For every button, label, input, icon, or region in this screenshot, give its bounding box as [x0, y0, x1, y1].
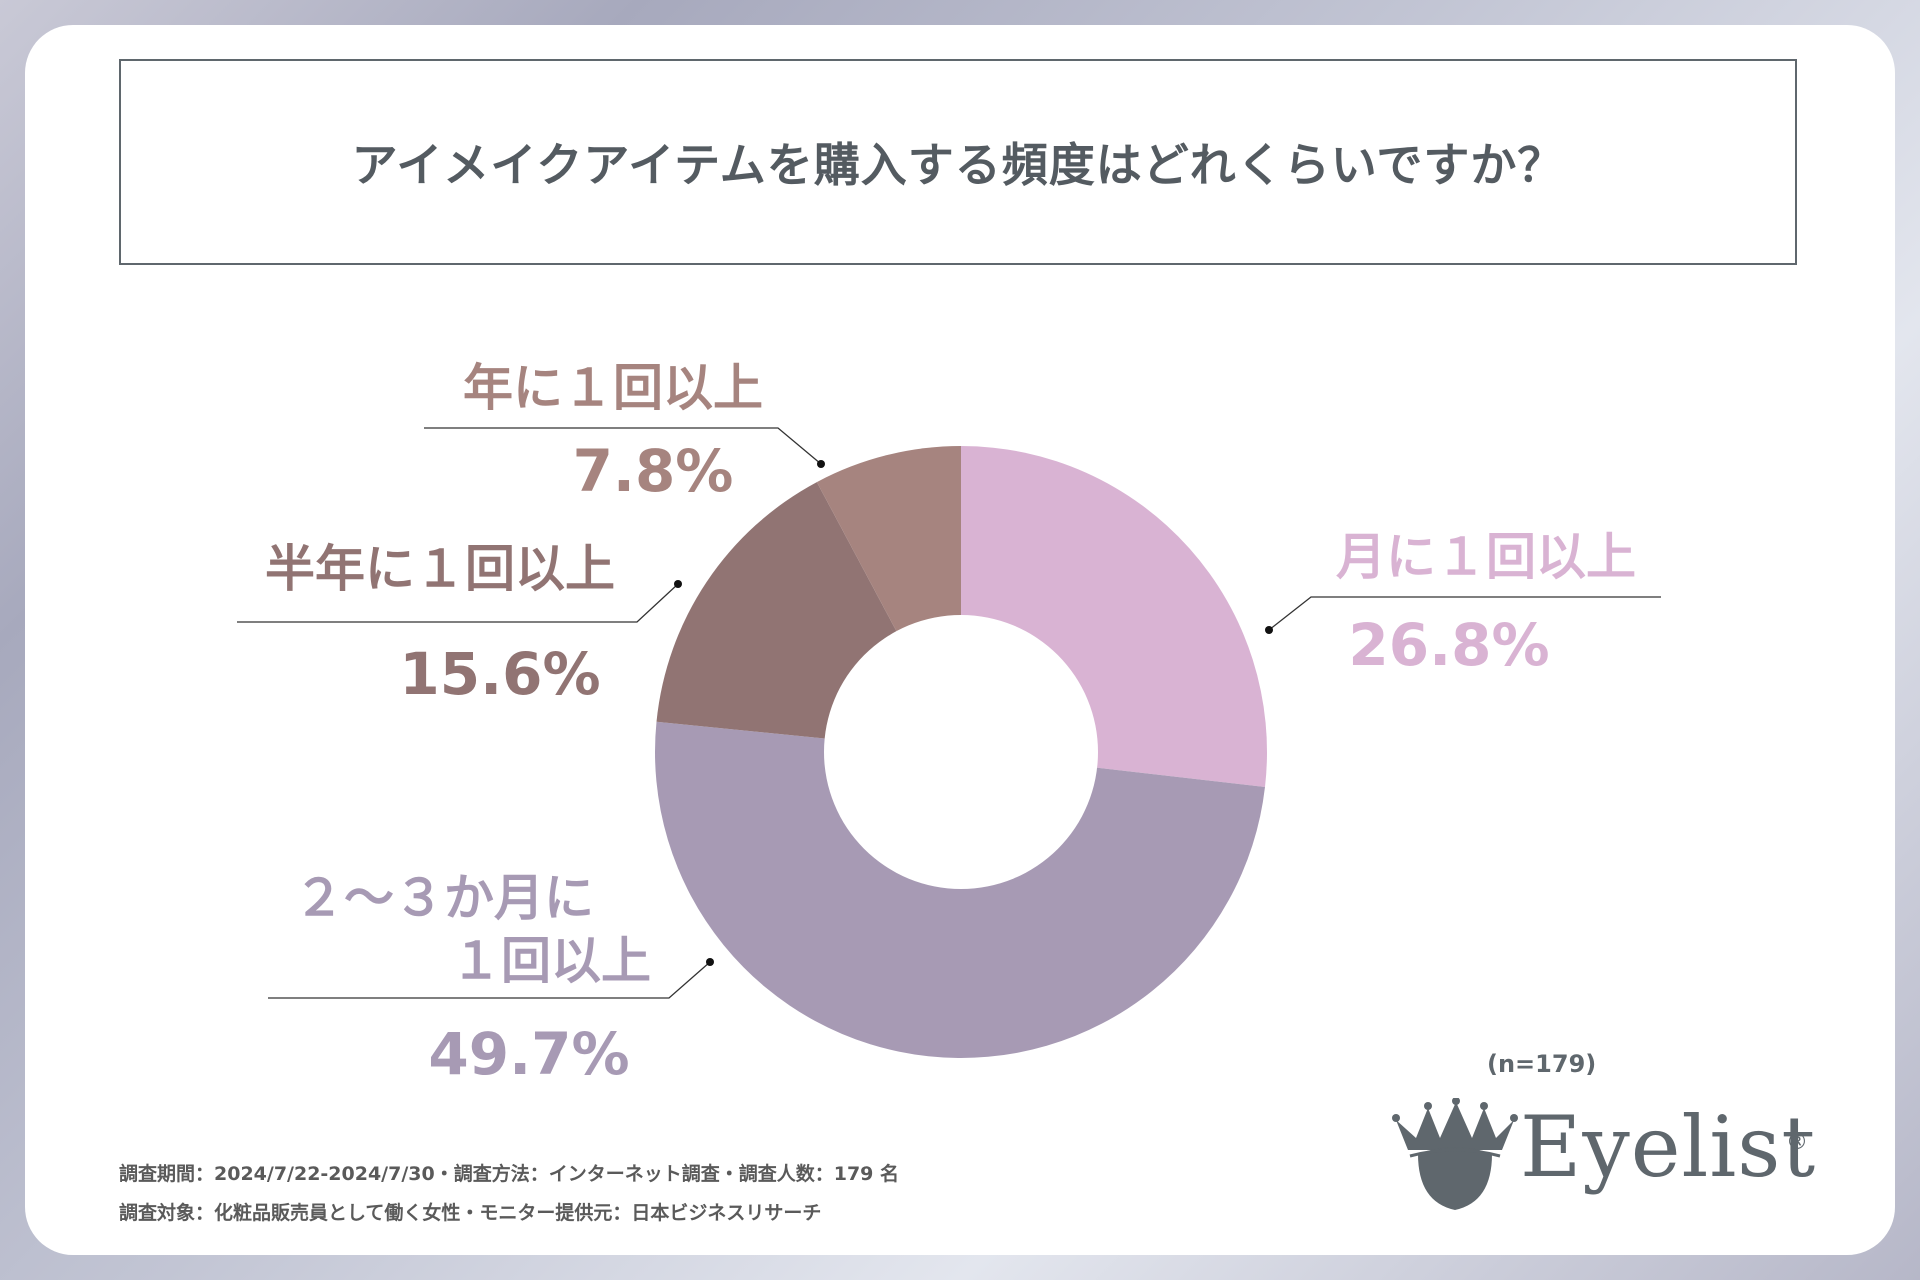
slice-label-yearly: 年に１回以上 — [463, 359, 763, 417]
survey-info-line1: 調査期間：2024/7/22-2024/7/30・調査方法：インターネット調査・… — [119, 1163, 900, 1185]
registered-mark: ® — [1786, 1130, 1808, 1155]
leader-dot-half-year — [674, 580, 682, 588]
leader-dot-yearly — [817, 460, 825, 468]
chart-title: アイメイクアイテムを購入する頻度はどれくらいですか？ — [351, 138, 1565, 192]
brand-name: Eyelist — [1520, 1098, 1817, 1196]
leader-line-half-year — [237, 583, 679, 623]
slice-label-half-year: 半年に１回以上 — [265, 540, 615, 598]
slice-value-half-year: 15.6% — [399, 640, 600, 708]
slice-value-monthly: 26.8% — [1348, 611, 1549, 679]
slice-value-2-3-months: 49.7% — [428, 1020, 629, 1088]
leader-line-2-3-months — [268, 961, 711, 999]
survey-info-line2: 調査対象：化粧品販売員として働く女性・モニター提供元：日本ビジネスリサーチ — [119, 1202, 822, 1224]
slice-label-monthly: 月に１回以上 — [1336, 528, 1636, 586]
brand-logo: Eyelist ® — [1388, 1097, 1815, 1228]
leader-dot-2-3-months — [706, 958, 714, 966]
leader-line-monthly — [1268, 596, 1661, 631]
slice-label-2-3-months-line1: ２～３か月に — [294, 869, 594, 927]
sample-size-note: (n=179) — [1487, 1050, 1597, 1078]
slice-2-3-months — [655, 721, 1265, 1058]
crown-eye-icon — [1392, 1097, 1518, 1210]
leader-line-yearly — [424, 427, 822, 465]
slice-value-yearly: 7.8% — [573, 437, 734, 505]
slice-label-2-3-months-line2: １回以上 — [451, 932, 651, 990]
title-box: アイメイクアイテムを購入する頻度はどれくらいですか？ — [119, 59, 1797, 265]
leader-dot-monthly — [1265, 626, 1273, 634]
donut-hole — [824, 615, 1098, 889]
